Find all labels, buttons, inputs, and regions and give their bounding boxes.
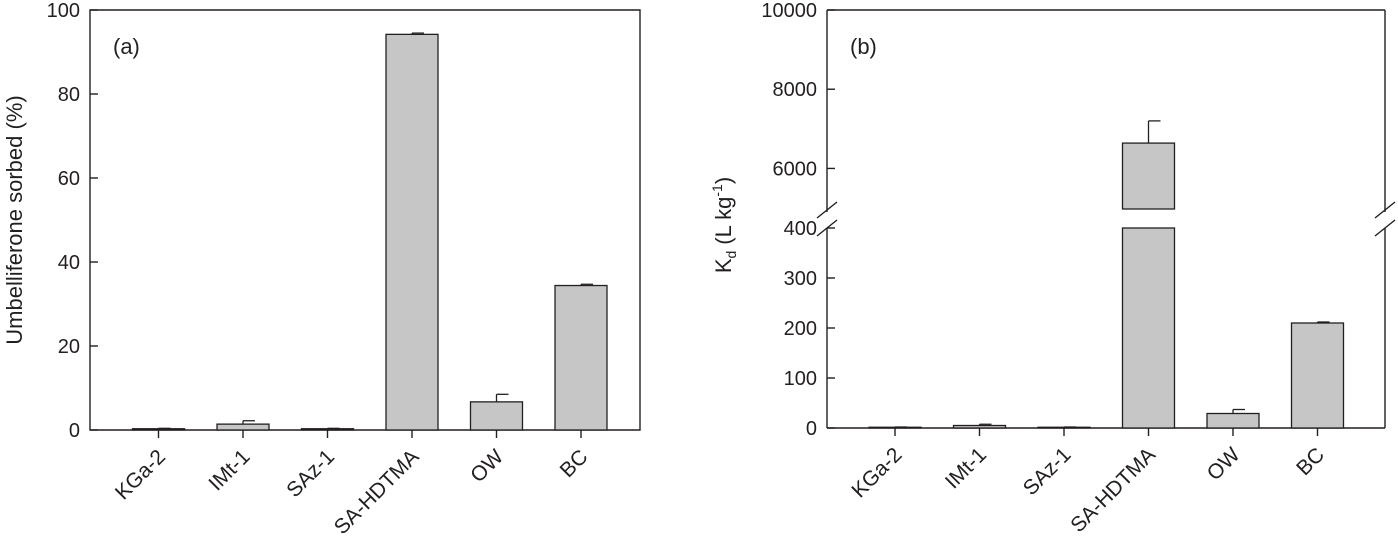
panel-b-bar-sa-hdtma-lower xyxy=(1123,228,1175,428)
panel-b-y-axis-title-subscript: d xyxy=(723,251,739,259)
panel-b-x-tick-label: KGa-2 xyxy=(847,443,906,502)
panel-a-y-tick-label: 100 xyxy=(47,0,80,22)
panel-b-y-axis-title-unit: (L kg xyxy=(711,197,736,245)
panel-a-y-tick-label: 60 xyxy=(58,168,80,190)
panel-b-y-axis-title-superscript: -1 xyxy=(709,184,725,197)
panel-b-x-tick-label: SA-HDTMA xyxy=(1066,443,1160,537)
panel-a-y-tick-label: 20 xyxy=(58,336,80,358)
panel-b-bar-bc xyxy=(1292,323,1344,428)
panel-b-y-tick-label-lower: 0 xyxy=(806,418,817,440)
panel-a-tag: (a) xyxy=(113,34,140,59)
panel-b-y-axis-title: Kd (L kg-1) xyxy=(709,177,739,273)
panel-b-y-tick-label-lower: 100 xyxy=(784,368,817,390)
panel-a-bar-ow xyxy=(471,402,523,430)
panel-b-bar-imt-1 xyxy=(954,426,1006,429)
panel-a-x-axis: KGa-2 IMt-1 SAz-1SA-HDTMA OW BC xyxy=(111,430,593,539)
panel-a-y-tick-label: 0 xyxy=(69,420,80,442)
panel-b-y-tick-label-upper: 10000 xyxy=(761,0,817,22)
panel-a-bars xyxy=(133,33,608,430)
panel-b-x-tick-label: IMt-1 xyxy=(941,443,991,493)
panel-a-error-bar-ow xyxy=(497,394,509,402)
panel-a-y-tick-label: 40 xyxy=(58,252,80,274)
panel-a-x-tick-label: BC xyxy=(556,445,593,482)
panel-a-bar-bc xyxy=(555,286,607,430)
panel-b-y-tick-label-upper: 8000 xyxy=(773,79,818,101)
panel-a-y-tick-label: 80 xyxy=(58,84,80,106)
panel-b-y-tick-label-lower: 400 xyxy=(784,218,817,240)
panel-b: (b) 0 100 200 300 400 6000 8000 10000 KGa-2 IMt-… xyxy=(709,0,1395,537)
panel-b-y-axis-title-close: ) xyxy=(711,177,736,184)
panel-b-x-tick-label: OW xyxy=(1203,443,1245,485)
panel-b-x-axis: KGa-2 IMt-1 SAz-1SA-HDTMA OW BC xyxy=(847,428,1329,537)
panel-a-x-tick-label: IMt-1 xyxy=(204,445,254,495)
panel-b-y-axis-title-main: K xyxy=(711,258,736,273)
panel-b-bars xyxy=(869,121,1344,428)
panel-a-x-tick-label: KGa-2 xyxy=(111,445,170,504)
panel-b-y-axis: 0 100 200 300 400 6000 8000 10000 xyxy=(761,0,835,440)
panel-b-error-bar-sa-hdtma xyxy=(1149,121,1161,143)
panel-a-x-tick-label: OW xyxy=(466,445,508,487)
panel-b-x-tick-label: BC xyxy=(1292,443,1329,480)
panel-b-bar-sa-hdtma-upper xyxy=(1123,143,1175,209)
panel-a-y-axis-title: Umbelliferone sorbed (%) xyxy=(2,95,27,344)
panel-b-y-tick-label-upper: 6000 xyxy=(773,158,818,180)
panel-a: (a) 0 20 40 60 80 100 KGa-2 IMt-1 SAz-1SA-HDTMA… xyxy=(2,0,640,539)
panel-a-x-tick-label: SA-HDTMA xyxy=(330,445,424,539)
panel-b-y-tick-label-lower: 300 xyxy=(784,268,817,290)
panel-a-x-tick-label: SAz-1 xyxy=(282,445,339,502)
panel-a-bar-imt-1 xyxy=(217,424,269,430)
panel-b-y-tick-label-lower: 200 xyxy=(784,318,817,340)
panel-b-x-tick-label: SAz-1 xyxy=(1019,443,1076,500)
panel-b-bar-ow xyxy=(1207,414,1259,429)
panel-a-bar-sa-hdtma xyxy=(386,34,438,430)
panel-b-tag: (b) xyxy=(850,34,877,59)
